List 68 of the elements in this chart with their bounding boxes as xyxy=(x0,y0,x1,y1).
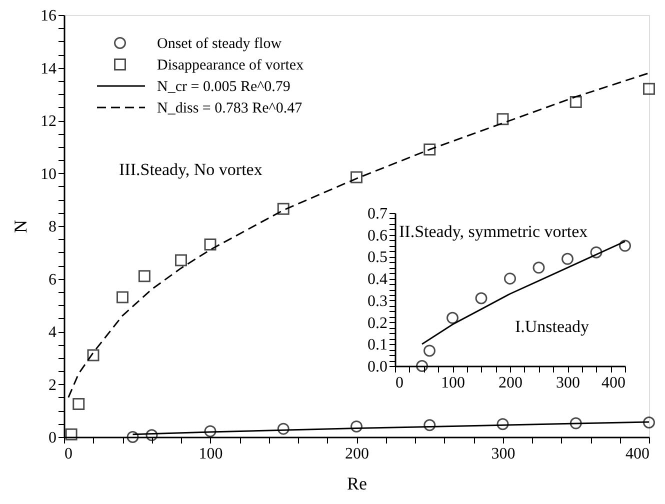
y-tick-label: 14 xyxy=(40,60,56,78)
point xyxy=(424,344,436,357)
y-tick-label: 10 xyxy=(40,166,56,183)
y-axis-title: N xyxy=(10,220,30,233)
x-tick-label: 100 xyxy=(441,374,465,392)
legend-label: N_diss = 0.783 Re^0.47 xyxy=(157,100,303,116)
point xyxy=(277,202,290,215)
point xyxy=(175,254,187,266)
point xyxy=(116,291,128,304)
y-tick-label: 0.6 xyxy=(368,227,388,244)
y-tick-label: 0 xyxy=(48,430,56,446)
x-tick-label: 0 xyxy=(396,374,404,392)
point xyxy=(562,252,574,265)
y-tick-label: 0.4 xyxy=(368,271,388,288)
point xyxy=(138,270,150,282)
point xyxy=(570,96,582,108)
y-tick-label: 0.3 xyxy=(368,292,388,310)
x-tick-label: 400 xyxy=(626,446,650,462)
legend-label: Onset of steady flow xyxy=(157,36,282,52)
point xyxy=(643,416,655,428)
x-tick-label: 200 xyxy=(345,446,369,462)
point xyxy=(496,113,509,126)
x-axis-title: Re xyxy=(347,474,368,494)
x-tick-label: 200 xyxy=(498,374,522,392)
legend-label: Disappearance of vortex xyxy=(157,58,304,74)
x-tick-label: 300 xyxy=(556,374,580,392)
point xyxy=(416,360,428,372)
point xyxy=(350,171,362,184)
y-tick-label: 6 xyxy=(48,271,56,288)
y-tick-label: 16 xyxy=(40,8,56,24)
point xyxy=(424,144,436,156)
legend-label: N_cr = 0.005 Re^0.79 xyxy=(157,79,290,95)
point xyxy=(65,428,78,440)
y-tick-label: 0.7 xyxy=(368,206,388,222)
annotation: II.Steady, symmetric vortex xyxy=(399,222,588,241)
x-tick-label: 100 xyxy=(198,446,223,462)
annotation: I.Unsteady xyxy=(514,317,590,336)
x-tick-label: 0 xyxy=(64,446,72,462)
point xyxy=(424,419,436,432)
point xyxy=(504,272,516,285)
y-tick-label: 0.5 xyxy=(368,249,388,266)
point xyxy=(446,312,458,324)
point xyxy=(570,417,582,430)
y-tick-label: 0.1 xyxy=(368,336,388,354)
y-tick-label: 2 xyxy=(48,376,56,394)
point xyxy=(204,238,216,250)
y-tick-label: 12 xyxy=(40,113,56,130)
annotation: III.Steady, No vortex xyxy=(119,160,263,179)
x-tick-label: 400 xyxy=(602,374,626,392)
y-tick-label: 4 xyxy=(48,324,56,341)
point xyxy=(87,349,100,362)
point xyxy=(643,82,655,95)
point xyxy=(350,420,362,432)
point xyxy=(204,425,216,438)
point xyxy=(590,246,602,258)
y-tick-label: 0.2 xyxy=(368,314,388,332)
point xyxy=(496,418,509,430)
point xyxy=(619,240,631,252)
point xyxy=(126,431,139,443)
x-tick-label: 300 xyxy=(491,446,516,462)
y-tick-label: 0.0 xyxy=(368,358,388,376)
point xyxy=(475,292,488,304)
point xyxy=(532,262,545,274)
point xyxy=(72,398,85,410)
point xyxy=(277,422,290,435)
line-series xyxy=(68,72,650,398)
point xyxy=(146,429,158,442)
y-tick-label: 8 xyxy=(48,218,56,236)
